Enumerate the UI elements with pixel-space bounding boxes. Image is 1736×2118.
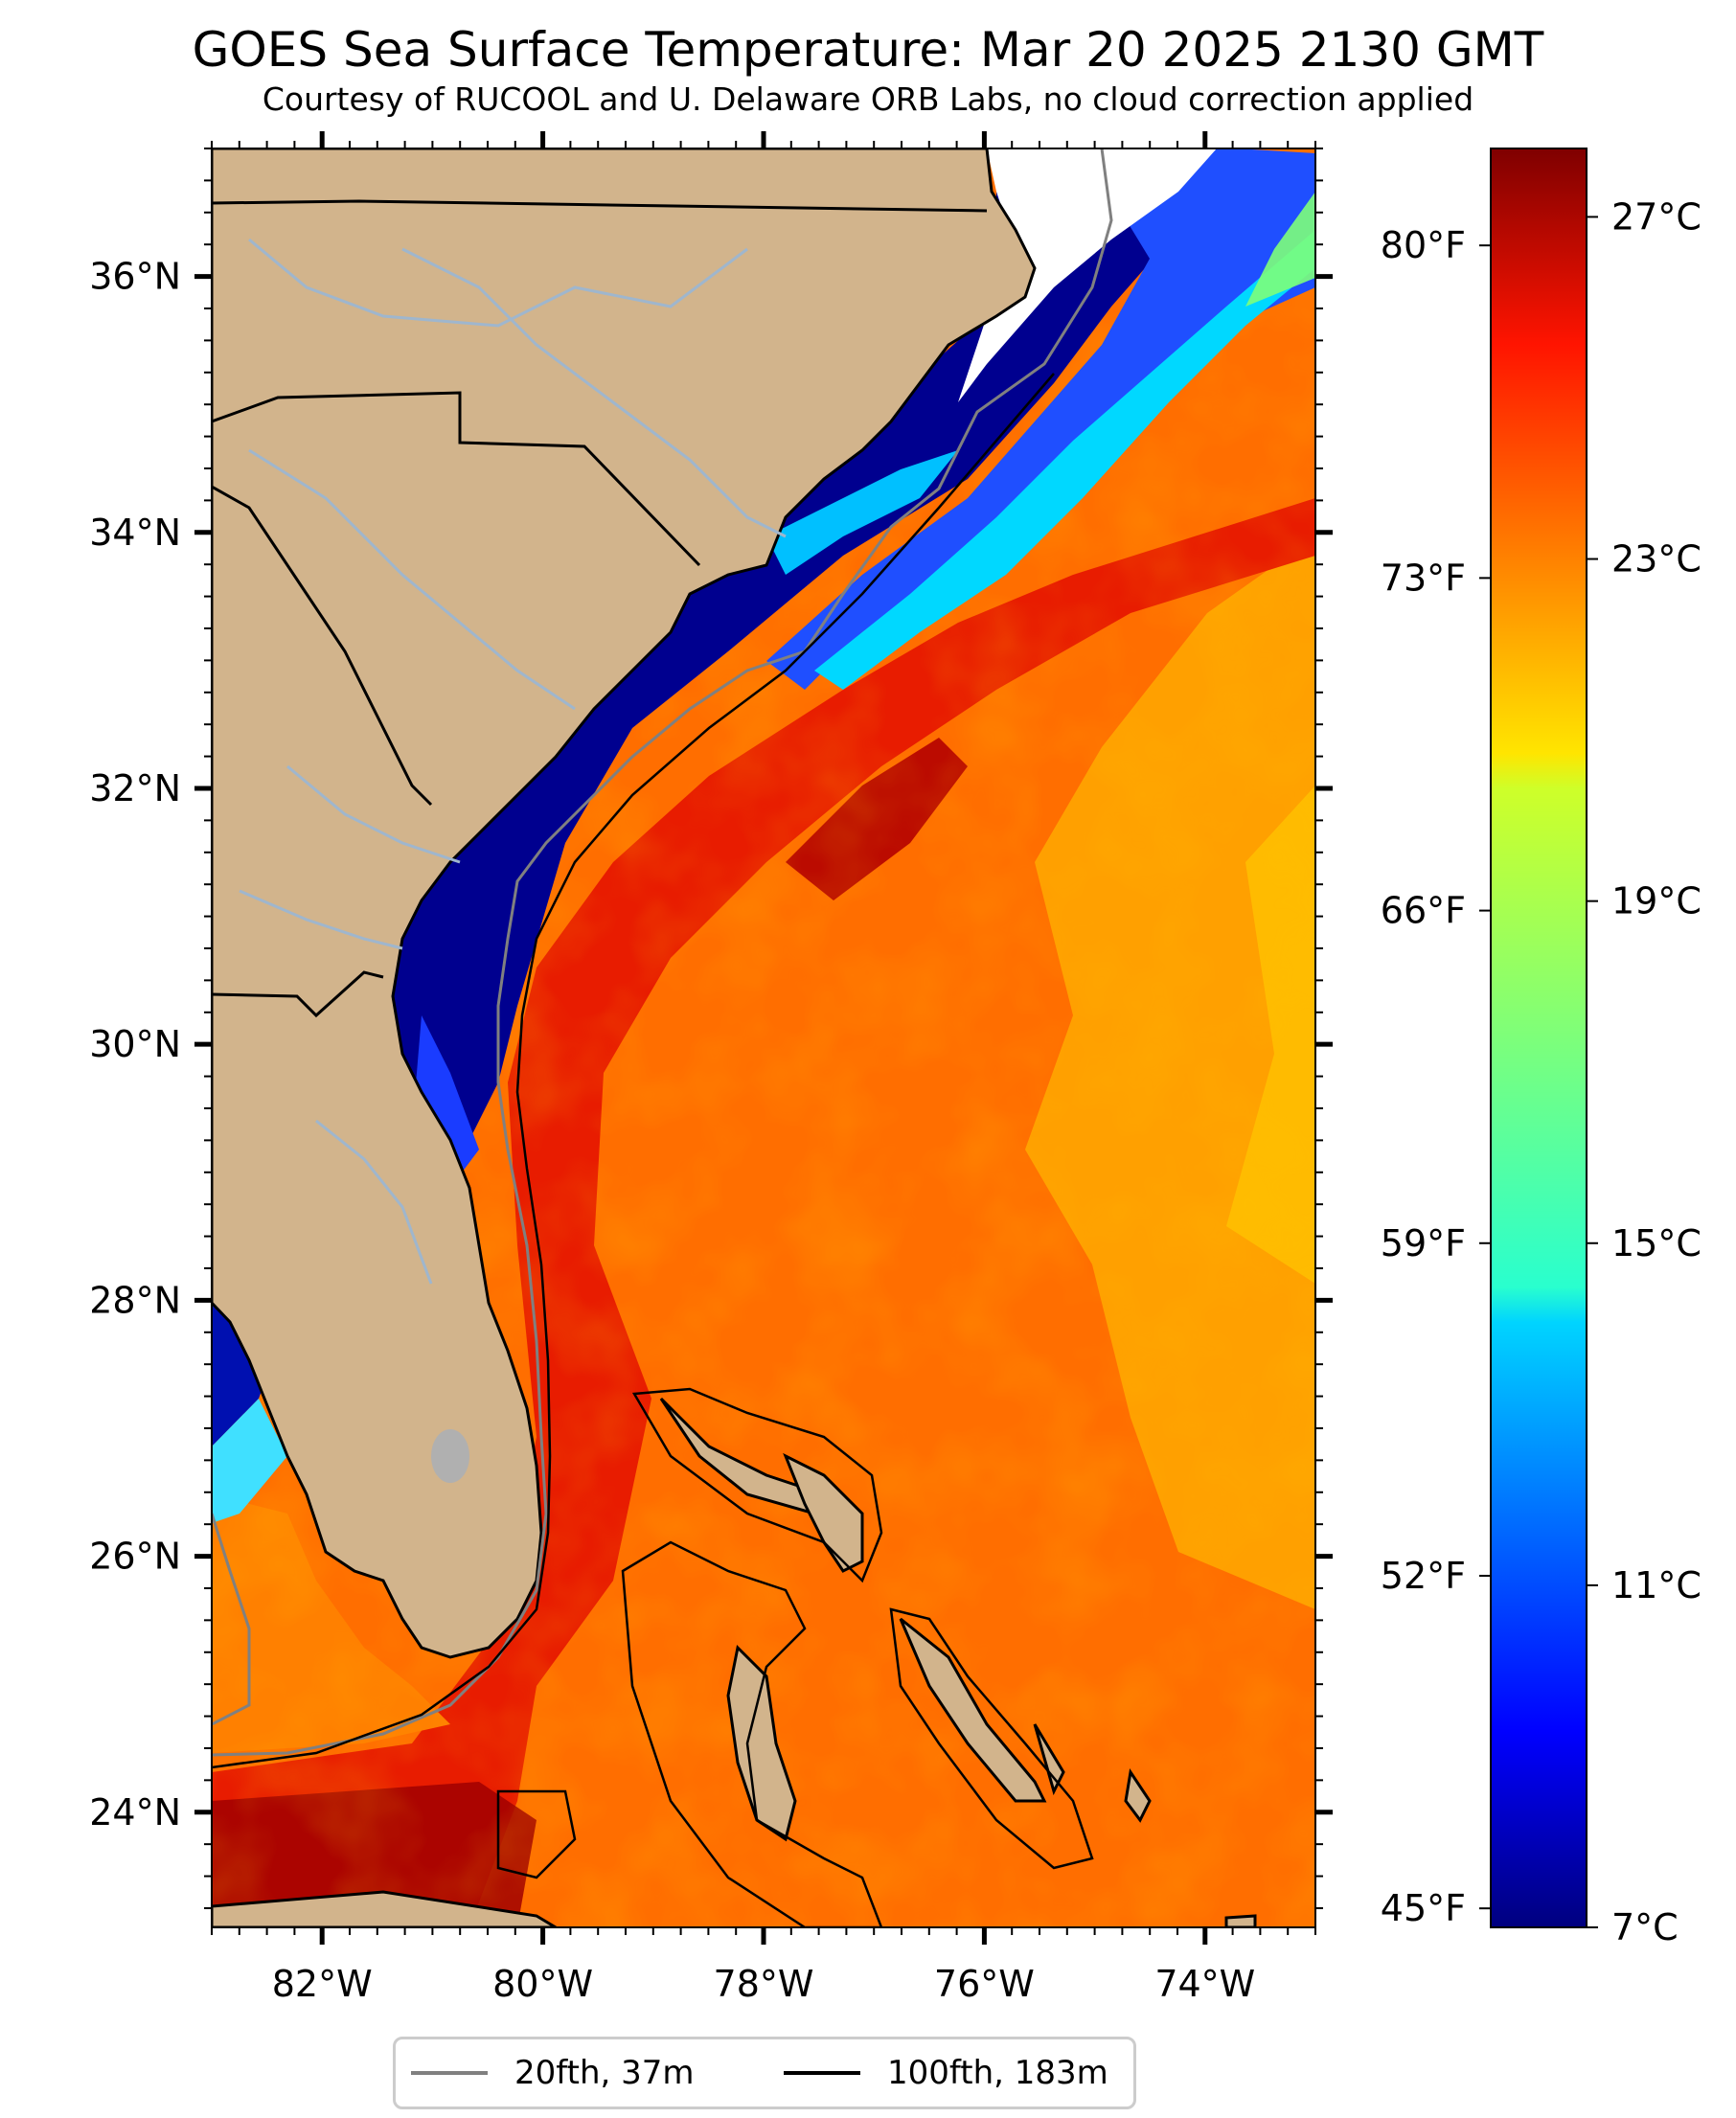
colorbar-c-label: 19°C (1611, 880, 1702, 922)
contour-100fth (212, 373, 1055, 1769)
legend-label-100fth: 100fth, 183m (887, 2054, 1108, 2092)
sst-cool-band (766, 148, 1315, 690)
legend-line-100fth (784, 2071, 860, 2075)
sst-gulf-cyan (212, 1399, 287, 1523)
sst-figure: 82°W 80°W 78°W 76°W 74°W 36°N 34°N 32°N 30°N 28°N… (89, 131, 1702, 2005)
lat-tick-label: 26°N (89, 1536, 181, 1578)
lon-tick-label: 76°W (934, 1963, 1035, 2005)
lat-tick-label: 32°N (89, 767, 181, 809)
colorbar-c-label: 11°C (1611, 1564, 1702, 1606)
contour-legend: 20fth, 37m 100fth, 183m (393, 2037, 1136, 2109)
colorbar-f-label: 73°F (1381, 557, 1466, 599)
lat-tick-label: 36°N (89, 256, 181, 298)
legend-label-20fth: 20fth, 37m (514, 2054, 695, 2092)
map-area (212, 148, 1315, 1927)
lat-tick-label: 24°N (89, 1791, 181, 1833)
sst-cyan-band (814, 230, 1315, 690)
sst-cold-shelf (383, 148, 1236, 1178)
state-borders (212, 199, 988, 1018)
sst-green-band (1245, 192, 1315, 307)
lon-tick-label: 74°W (1154, 1963, 1255, 2005)
lon-tick-label: 82°W (272, 1963, 373, 2005)
legend-item-100fth: 100fth, 183m (784, 2039, 1108, 2107)
no-data-cloud-ne (958, 148, 1217, 402)
land-mainland (212, 148, 1037, 1659)
axis-layer: 82°W 80°W 78°W 76°W 74°W 36°N 34°N 32°N 30°N 28°N… (89, 131, 1702, 2005)
colorbar-f-label: 59°F (1381, 1222, 1466, 1264)
contour-20fth-gulf (212, 1513, 251, 1726)
lake-okeechobee (431, 1429, 469, 1483)
colorbar-f-label: 80°F (1381, 224, 1466, 266)
colorbar-c-label: 27°C (1611, 195, 1702, 238)
no-data-patch-ne (1054, 153, 1150, 230)
bank-outlines (496, 1387, 1094, 1927)
lat-tick-label: 28°N (89, 1279, 181, 1321)
bahamas-islands (659, 1397, 1257, 1927)
legend-item-20fth: 20fth, 37m (411, 2039, 695, 2107)
land-cuba (212, 1890, 559, 1927)
lon-tick-label: 80°W (492, 1963, 593, 2005)
colorbar-f-label: 52°F (1381, 1555, 1466, 1597)
map-title: GOES Sea Surface Temperature: Mar 20 202… (192, 22, 1544, 78)
colorbar-f-label: 66°F (1381, 890, 1466, 932)
map-subtitle: Courtesy of RUCOOL and U. Delaware ORB L… (262, 80, 1474, 118)
lon-tick-label: 78°W (714, 1963, 814, 2005)
legend-line-20fth (411, 2071, 488, 2075)
lat-tick-label: 30°N (89, 1023, 181, 1065)
colorbar-c-label: 7°C (1611, 1906, 1679, 1948)
sst-nearshore-cyan (766, 450, 958, 575)
colorbar-bar (1490, 148, 1588, 1928)
colorbar-f-label: 45°F (1381, 1887, 1466, 1929)
colorbar-c-label: 23°C (1611, 538, 1702, 581)
lat-tick-label: 34°N (89, 512, 181, 554)
colorbar-c-label: 15°C (1611, 1222, 1702, 1264)
rivers (239, 238, 787, 1285)
contour-20fth (212, 148, 1113, 1757)
